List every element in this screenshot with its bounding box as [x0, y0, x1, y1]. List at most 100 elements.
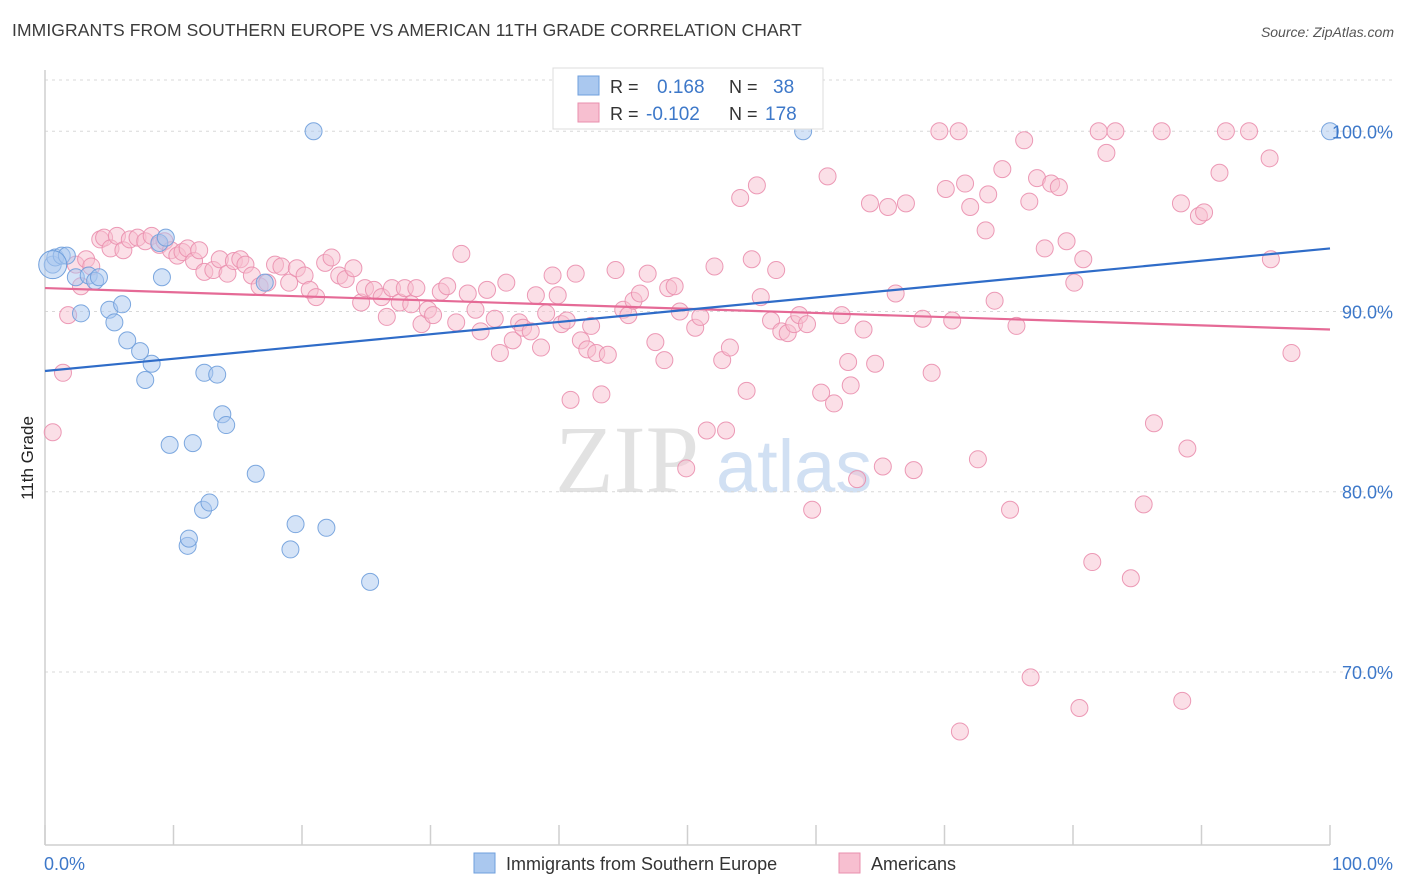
x-tick-label-max: 100.0%: [1332, 854, 1393, 874]
americans-point: [543, 266, 562, 285]
americans-point: [532, 338, 551, 357]
americans-point: [606, 261, 625, 280]
americans-point: [677, 459, 696, 478]
americans-point: [665, 277, 684, 296]
americans-point: [1065, 273, 1084, 292]
americans-point: [638, 264, 657, 283]
americans-point: [1015, 131, 1034, 150]
americans-point: [866, 354, 885, 373]
americans-point: [471, 322, 490, 341]
series-legend-label-blue: Immigrants from Southern Europe: [506, 854, 777, 874]
americans-point: [582, 316, 601, 335]
americans-point: [322, 248, 341, 267]
americans-point: [521, 322, 540, 341]
americans-point: [402, 295, 421, 314]
americans-point: [691, 307, 710, 326]
legend-swatch-blue: [577, 75, 600, 96]
americans-point: [697, 421, 716, 440]
legend-r-label-pink: R =: [610, 104, 639, 124]
watermark-atlas: atlas: [716, 425, 872, 508]
americans-point: [860, 194, 879, 213]
americans-point: [1049, 178, 1068, 197]
americans-point: [737, 381, 756, 400]
americans-point: [1035, 239, 1054, 258]
y-tick-label: 80.0%: [1342, 483, 1393, 503]
legend-n-value-blue: 38: [773, 77, 794, 98]
americans-point: [839, 352, 858, 371]
americans-point: [537, 304, 556, 323]
americans-point: [280, 273, 299, 292]
watermark: ZIP atlas: [555, 406, 872, 513]
immigrants-point: [160, 435, 179, 454]
trend-lines: [44, 247, 1331, 373]
americans-point: [717, 421, 736, 440]
americans-point: [818, 167, 837, 186]
source-note: Source: ZipAtlas.com: [1260, 24, 1394, 40]
americans-point: [466, 300, 485, 319]
y-tick-label: 90.0%: [1342, 303, 1393, 323]
americans-point: [458, 284, 477, 303]
americans-point: [873, 457, 892, 476]
gridlines: [45, 79, 1393, 673]
americans-point: [272, 257, 291, 276]
americans-point: [841, 376, 860, 395]
americans-point: [1057, 232, 1076, 251]
americans-point: [598, 345, 617, 364]
immigrants-point: [208, 365, 227, 384]
immigrants-point: [255, 273, 274, 292]
americans-point: [447, 313, 466, 332]
americans-point: [1134, 495, 1153, 514]
americans-point: [1007, 316, 1026, 335]
stats-legend: R = 0.168 N = 38 R = -0.102 N = 178: [552, 67, 824, 130]
americans-point: [731, 188, 750, 207]
americans-point: [767, 261, 786, 280]
americans-point: [1020, 192, 1039, 211]
americans-point: [503, 331, 522, 350]
americans-point: [526, 286, 545, 305]
americans-point: [956, 174, 975, 193]
immigrants-point: [286, 515, 305, 534]
chart-title: IMMIGRANTS FROM SOUTHERN EUROPE VS AMERI…: [12, 20, 802, 40]
x-axis-ticks: [44, 825, 1331, 845]
americans-point: [1210, 163, 1229, 182]
legend-n-label-pink: N =: [729, 104, 758, 124]
series-legend-swatch-blue: [473, 852, 496, 874]
immigrants-point: [1321, 122, 1339, 141]
immigrants-point: [281, 540, 300, 559]
americans-point: [53, 363, 72, 382]
americans-point: [705, 257, 724, 276]
americans-point: [798, 315, 817, 334]
americans-point: [886, 284, 905, 303]
y-axis-tick-labels: 70.0% 80.0% 90.0% 100.0%: [1332, 122, 1393, 683]
americans-point: [968, 450, 987, 469]
legend-r-label-blue: R =: [610, 77, 639, 97]
americans-point: [1074, 250, 1093, 269]
legend-n-label-blue: N =: [729, 77, 758, 97]
americans-point: [1070, 699, 1089, 718]
series-legend-label-pink: Americans: [871, 854, 956, 874]
americans-point: [949, 122, 968, 141]
americans-point: [190, 241, 209, 260]
americans-point: [1106, 122, 1125, 141]
americans-point: [720, 338, 739, 357]
americans-point: [922, 363, 941, 382]
americans-point: [485, 309, 504, 328]
americans-point: [1083, 553, 1102, 572]
series-legend: Immigrants from Southern Europe American…: [473, 852, 956, 874]
americans-point: [1282, 343, 1301, 362]
series-legend-swatch-pink: [838, 852, 861, 874]
americans-point: [43, 423, 62, 442]
immigrants-point: [217, 416, 236, 435]
americans-point: [904, 461, 923, 480]
americans-point: [985, 291, 1004, 310]
americans-point: [1178, 439, 1197, 458]
americans-point: [936, 179, 955, 198]
americans-point: [943, 311, 962, 330]
y-tick-label: 70.0%: [1342, 663, 1393, 683]
y-axis-title: 11th Grade: [18, 416, 37, 500]
americans-point: [1121, 569, 1140, 588]
immigrants-point: [136, 371, 155, 389]
immigrants-point: [131, 342, 150, 361]
americans-point: [824, 394, 843, 413]
